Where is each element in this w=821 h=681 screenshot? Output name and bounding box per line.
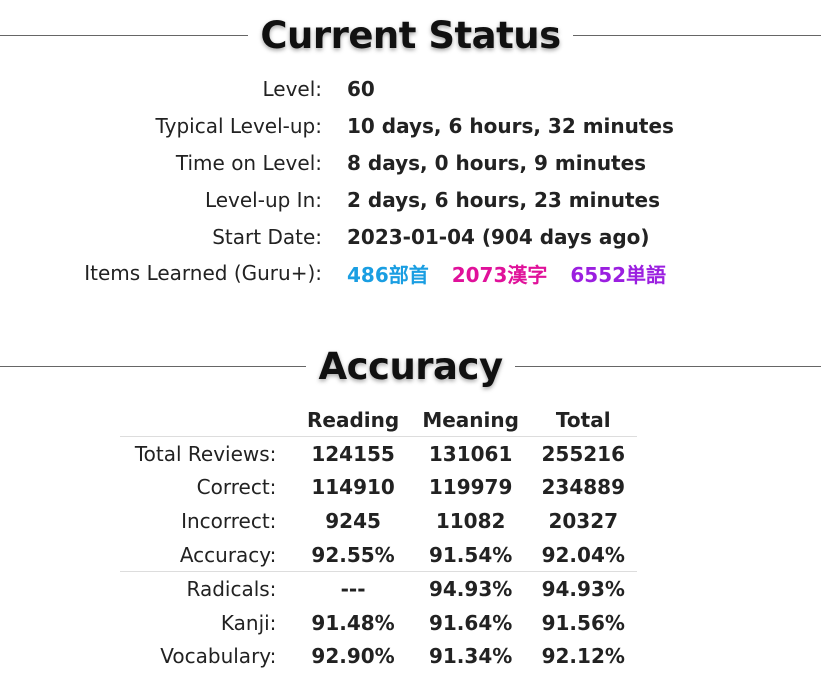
status-label: Level-up In: xyxy=(204,187,322,212)
column-header-reading: Reading xyxy=(306,407,400,432)
row-label: Vocabulary: xyxy=(160,644,277,669)
current-status-title: Current Status xyxy=(260,13,561,57)
cell-reading: 9245 xyxy=(325,508,381,533)
cell-reading: 92.55% xyxy=(311,542,395,567)
heading-rule-left xyxy=(0,34,249,36)
cell-total: 92.12% xyxy=(541,644,625,669)
cell-reading: 92.90% xyxy=(311,644,395,669)
cell-meaning: 11082 xyxy=(435,508,506,533)
cell-meaning: 94.93% xyxy=(411,571,530,606)
status-label: Start Date: xyxy=(212,224,322,249)
cell-total: 92.04% xyxy=(541,542,625,567)
cell-meaning: 91.34% xyxy=(428,644,513,669)
current-status-heading: Current Status xyxy=(0,12,821,58)
cell-meaning: 131061 xyxy=(411,435,530,471)
current-status-table: Level: 60 Typical Level-up: 10 days, 6 h… xyxy=(0,71,821,292)
row-label: Accuracy: xyxy=(179,542,277,567)
row-label: Radicals: xyxy=(120,571,295,606)
cell-reading: 91.48% xyxy=(311,610,395,635)
items-learned-radicals: 486部首 xyxy=(347,262,429,287)
status-value: 60 xyxy=(347,77,375,102)
cell-total: 255216 xyxy=(529,435,637,471)
status-row-time-on-level: Time on Level: 8 days, 0 hours, 9 minute… xyxy=(0,145,821,182)
accuracy-header-blank xyxy=(120,403,294,437)
cell-reading: --- xyxy=(294,571,412,606)
table-row: Kanji: 91.48% 91.64% 91.56% xyxy=(120,606,637,640)
status-row-level: Level: 60 xyxy=(0,71,821,108)
accuracy-header-row: Reading Meaning Total xyxy=(120,403,637,437)
accuracy-heading: Accuracy xyxy=(0,342,821,390)
status-value: 2 days, 6 hours, 23 minutes xyxy=(347,187,660,212)
status-label: Typical Level-up: xyxy=(155,114,322,139)
cell-reading: 114910 xyxy=(311,475,395,500)
items-learned-vocabulary: 6552単語 xyxy=(570,262,667,287)
column-header-meaning: Meaning xyxy=(422,407,519,432)
heading-rule-right xyxy=(572,34,821,36)
cell-total: 94.93% xyxy=(529,571,637,606)
table-row: Correct: 114910 119979 234889 xyxy=(120,471,637,505)
heading-rule-left xyxy=(0,365,307,367)
cell-total: 20327 xyxy=(548,508,619,533)
status-row-start-date: Start Date: 2023-01-04 (904 days ago) xyxy=(0,218,821,255)
row-label: Correct: xyxy=(196,475,277,500)
row-label: Incorrect: xyxy=(181,508,277,533)
table-row: Vocabulary: 92.90% 91.34% 92.12% xyxy=(120,640,637,674)
status-row-typical-level-up: Typical Level-up: 10 days, 6 hours, 32 m… xyxy=(0,108,821,145)
status-row-level-up-in: Level-up In: 2 days, 6 hours, 23 minutes xyxy=(0,181,821,218)
status-label: Time on Level: xyxy=(175,150,322,175)
table-row: Radicals: --- 94.93% 94.93% xyxy=(120,571,637,606)
table-row: Accuracy: 92.55% 91.54% 92.04% xyxy=(120,538,637,572)
items-learned-kanji: 2073漢字 xyxy=(451,262,548,287)
status-label: Items Learned (Guru+): xyxy=(84,261,322,286)
cell-meaning: 119979 xyxy=(428,475,513,500)
table-row: Total Reviews: 124155 131061 255216 xyxy=(120,435,637,471)
items-learned-values: 486部首 2073漢字 6552単語 xyxy=(347,259,682,288)
status-row-items-learned: Items Learned (Guru+): 486部首 2073漢字 6552… xyxy=(0,255,821,292)
accuracy-title: Accuracy xyxy=(318,344,503,388)
column-header-total: Total xyxy=(555,407,611,432)
status-value: 8 days, 0 hours, 9 minutes xyxy=(347,150,647,175)
heading-rule-right xyxy=(514,365,821,367)
row-label: Kanji: xyxy=(220,610,277,635)
cell-total: 91.56% xyxy=(541,610,625,635)
cell-meaning: 91.54% xyxy=(428,542,513,567)
status-value: 10 days, 6 hours, 32 minutes xyxy=(347,114,674,139)
accuracy-table: Reading Meaning Total Total Reviews: 124… xyxy=(120,403,637,673)
status-value: 2023-01-04 (904 days ago) xyxy=(347,224,650,249)
cell-meaning: 91.64% xyxy=(428,610,513,635)
row-label: Total Reviews: xyxy=(120,435,295,471)
table-row: Incorrect: 9245 11082 20327 xyxy=(120,504,637,538)
status-label: Level: xyxy=(262,77,322,102)
cell-total: 234889 xyxy=(541,475,626,500)
cell-reading: 124155 xyxy=(294,435,412,471)
